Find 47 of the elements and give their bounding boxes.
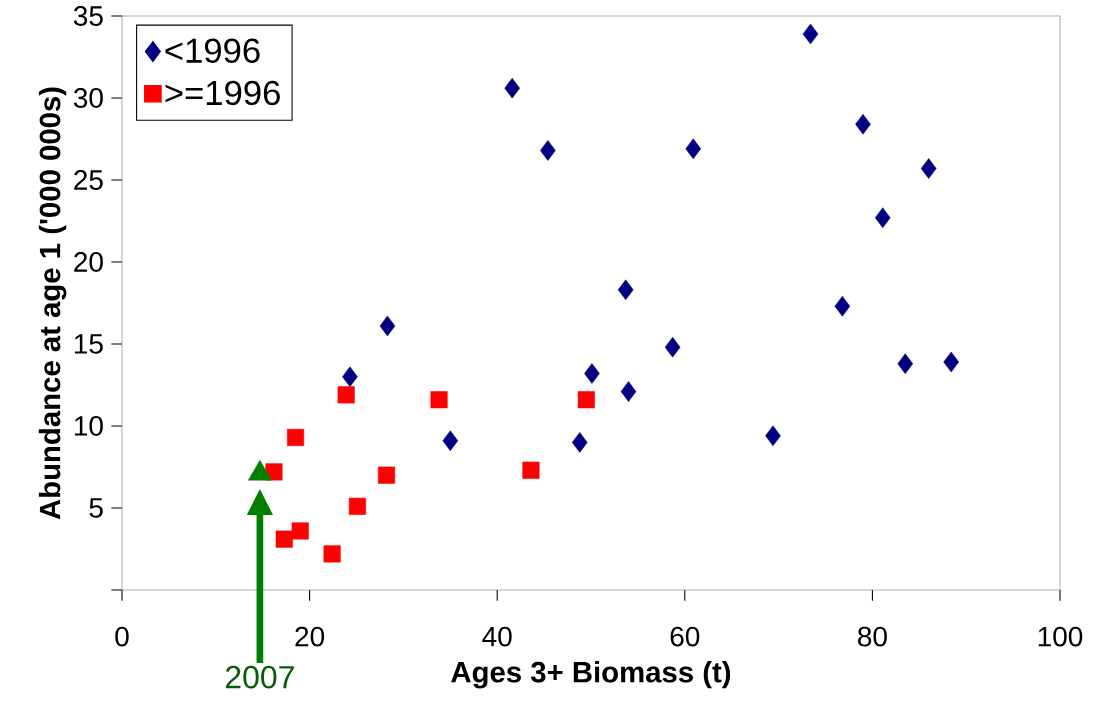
x-axis-title: Ages 3+ Biomass (t): [451, 661, 731, 689]
point: [342, 366, 358, 388]
point: [897, 353, 913, 374]
point: [504, 77, 520, 99]
point: [522, 461, 540, 479]
x-tick-label: 100: [1038, 626, 1083, 647]
point: [442, 430, 459, 452]
legend-label: <1996: [165, 38, 260, 64]
point: [943, 351, 959, 373]
y-axis-title: Abundance at age 1 ('000 000s): [38, 87, 67, 520]
point: [379, 315, 396, 337]
point: [275, 530, 293, 548]
point: [620, 381, 637, 402]
point: [802, 23, 819, 45]
x-tick-label: 20: [295, 626, 325, 647]
point: [834, 295, 851, 317]
text: 2007: [225, 665, 294, 689]
y-tick-label: 35: [73, 6, 103, 26]
legend-label: >=1996: [165, 80, 280, 106]
point: [664, 337, 681, 358]
point: [920, 158, 937, 179]
y-tick-label: 25: [74, 170, 103, 190]
point: [540, 140, 556, 161]
point: [377, 466, 396, 484]
point: [584, 363, 600, 384]
point: [571, 432, 588, 453]
point: [685, 138, 702, 160]
x-tick-label: 80: [858, 626, 887, 647]
point: [577, 391, 595, 409]
y-tick-label: 30: [73, 88, 103, 108]
point: [323, 545, 341, 563]
y-tick-label: 5: [89, 498, 103, 518]
x-tick-label: 0: [115, 626, 129, 647]
y-tick-label: 10: [74, 416, 103, 436]
point: [765, 425, 781, 447]
point: [430, 391, 448, 409]
point: [348, 497, 366, 515]
x-tick-label: 60: [670, 626, 700, 647]
point: [337, 386, 355, 404]
y-tick-label: 15: [74, 334, 103, 354]
y-tick-label: 20: [74, 252, 103, 272]
point: [291, 522, 309, 540]
point: [855, 113, 871, 135]
point: [287, 428, 305, 446]
point: [874, 207, 891, 228]
x-tick-label: 40: [482, 626, 512, 647]
point: [617, 279, 634, 301]
